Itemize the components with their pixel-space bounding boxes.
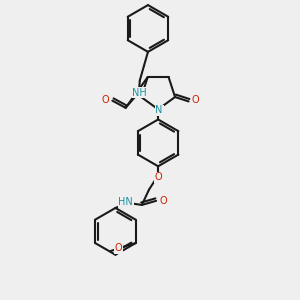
Text: O: O	[115, 243, 122, 253]
Text: O: O	[192, 95, 200, 105]
Text: O: O	[101, 95, 109, 105]
Text: N: N	[155, 105, 163, 115]
Text: O: O	[154, 172, 162, 182]
Text: HN: HN	[118, 197, 133, 207]
Text: NH: NH	[133, 88, 147, 98]
Text: O: O	[159, 196, 167, 206]
